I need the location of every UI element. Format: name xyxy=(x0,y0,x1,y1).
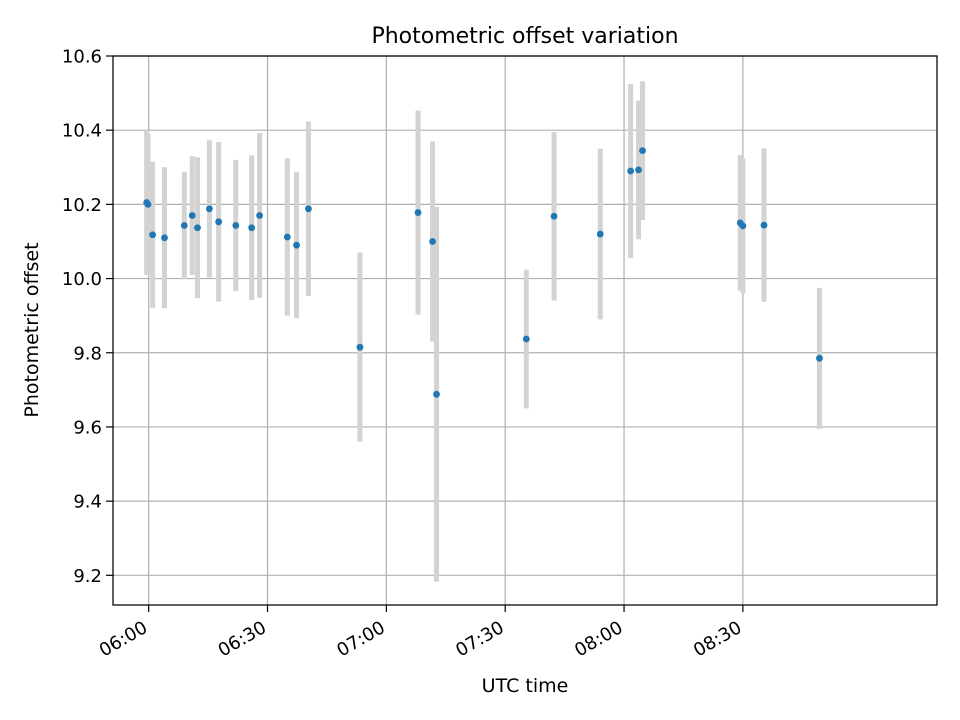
data-point xyxy=(180,222,188,229)
data-point xyxy=(433,390,440,398)
y-tick-label: 10.4 xyxy=(62,121,102,142)
y-tick-label: 10.2 xyxy=(62,195,102,216)
chart-title: Photometric offset variation xyxy=(371,24,678,49)
data-point xyxy=(283,233,291,241)
plot-area-frame xyxy=(112,55,938,606)
x-axis-label: UTC time xyxy=(482,675,569,697)
data-point xyxy=(256,212,263,219)
y-tick-label: 10.0 xyxy=(62,269,102,290)
data-point xyxy=(635,166,642,174)
data-point xyxy=(144,200,152,208)
data-point xyxy=(414,209,422,216)
y-tick-label: 9.6 xyxy=(73,417,102,438)
data-point xyxy=(816,354,823,362)
data-point xyxy=(149,231,157,239)
y-tick-label: 9.4 xyxy=(73,492,102,513)
data-point xyxy=(356,343,364,351)
data-point xyxy=(194,224,201,232)
data-point xyxy=(429,238,436,245)
data-point xyxy=(215,218,223,226)
y-tick-label: 10.6 xyxy=(62,47,102,68)
y-tick-label: 9.8 xyxy=(73,343,102,364)
data-point xyxy=(232,222,240,229)
data-point xyxy=(248,224,256,232)
y-tick-label: 9.2 xyxy=(73,566,102,587)
data-point xyxy=(550,212,558,220)
data-point xyxy=(188,212,196,219)
data-point xyxy=(760,221,768,229)
data-point xyxy=(293,241,300,249)
data-point xyxy=(739,222,747,230)
y-axis-ticks: 9.2 9.4 9.6 9.8 10.0 10.2 10.4 10.6 xyxy=(62,47,113,587)
data-points xyxy=(143,147,823,398)
data-point xyxy=(596,230,604,238)
y-axis-label: Photometric offset xyxy=(21,242,43,417)
data-point xyxy=(522,335,530,343)
data-point xyxy=(627,167,635,175)
data-point xyxy=(161,234,168,242)
data-point xyxy=(205,205,213,213)
data-point xyxy=(639,147,646,154)
data-point xyxy=(305,205,312,213)
